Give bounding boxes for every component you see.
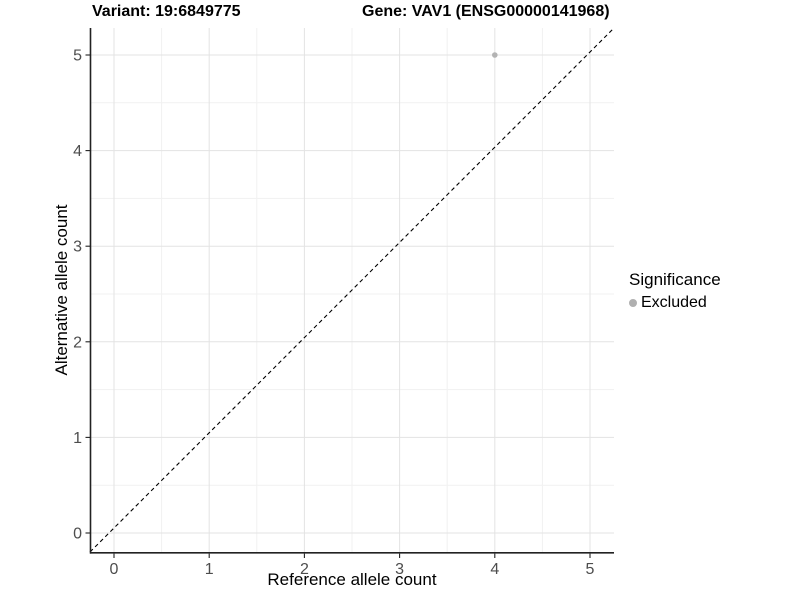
- x-tick-label: 5: [586, 561, 595, 578]
- identity-reference-line: [89, 27, 615, 553]
- legend: Significance Excluded: [629, 270, 799, 312]
- x-tick-label: 0: [110, 561, 119, 578]
- legend-point-icon: [629, 298, 637, 307]
- legend-title: Significance: [629, 270, 721, 289]
- y-tick-label: 4: [73, 143, 82, 160]
- legend-item-excluded: Excluded: [629, 293, 799, 312]
- y-tick-label: 0: [73, 526, 82, 543]
- x-tick-label: 1: [205, 561, 214, 578]
- y-axis-title: Alternative allele count: [52, 204, 71, 376]
- legend-item-label: Excluded: [641, 294, 707, 311]
- y-tick-label: 3: [73, 239, 82, 256]
- x-tick-label: 2: [300, 561, 309, 578]
- y-tick-label: 1: [73, 430, 82, 447]
- y-tick-label: 5: [73, 48, 82, 65]
- x-tick-label: 3: [395, 561, 404, 578]
- data-point: [492, 52, 498, 58]
- plot-title-variant: Variant: 19:6849775: [92, 3, 241, 20]
- plot-title-gene: Gene: VAV1 (ENSG00000141968): [362, 3, 610, 20]
- y-tick-label: 2: [73, 334, 82, 351]
- x-tick-label: 4: [490, 561, 499, 578]
- x-axis-title: Reference allele count: [267, 570, 437, 589]
